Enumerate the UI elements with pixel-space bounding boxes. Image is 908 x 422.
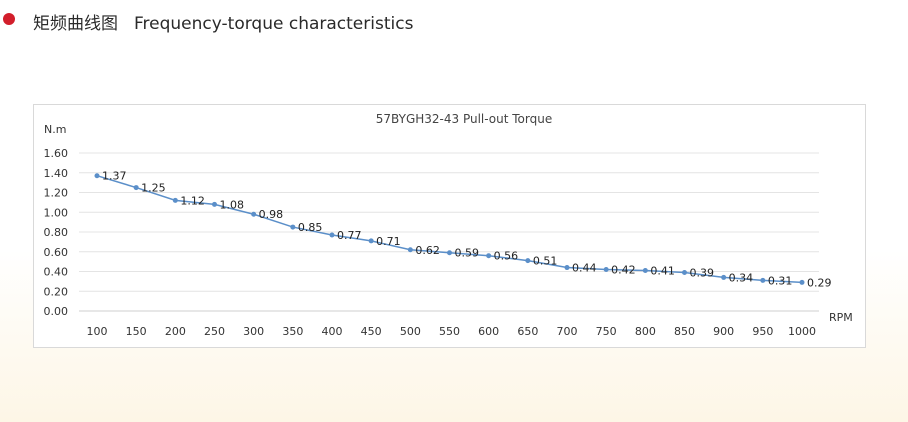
data-label: 0.59 <box>455 247 480 260</box>
data-point <box>486 253 492 259</box>
data-label: 0.98 <box>259 208 284 221</box>
data-point <box>368 238 374 244</box>
data-labels: 1.37 1.25 1.12 1.08 0.98 0.85 0.77 0.71 0.62 0.59… <box>102 170 832 290</box>
data-point <box>329 232 335 238</box>
data-label: 0.56 <box>494 250 518 263</box>
y-tick-label: 1.40 <box>44 167 69 180</box>
section-header: 矩频曲线图 Frequency-torque characteristics <box>0 0 908 44</box>
data-points <box>94 173 805 285</box>
chart-container: 57BYGH32-43 Pull-out Torque N.m RPM 0.00… <box>33 104 866 348</box>
data-point <box>603 267 609 273</box>
x-tick-label: 800 <box>635 325 656 338</box>
data-point <box>564 265 570 271</box>
x-tick-label: 700 <box>557 325 578 338</box>
x-tick-label: 750 <box>596 325 617 338</box>
data-label: 1.12 <box>180 194 205 207</box>
data-label: 0.44 <box>572 262 597 275</box>
y-tick-label: 1.00 <box>44 206 69 219</box>
x-tick-label: 950 <box>752 325 773 338</box>
data-point <box>447 250 452 256</box>
section-title-zh: 矩频曲线图 <box>33 14 118 34</box>
y-tick-label: 1.20 <box>44 187 69 200</box>
data-label: 0.71 <box>376 235 401 248</box>
y-tick-label: 0.40 <box>44 266 69 279</box>
data-point <box>290 224 296 230</box>
data-point <box>172 197 178 203</box>
x-tick-label: 300 <box>243 325 264 338</box>
y-tick-label: 0.60 <box>44 246 69 259</box>
data-point <box>407 247 413 253</box>
data-point <box>642 268 648 274</box>
bullet-icon <box>3 13 15 25</box>
x-tick-label: 600 <box>478 325 499 338</box>
x-tick-label: 250 <box>204 325 225 338</box>
data-label: 0.29 <box>807 276 832 289</box>
data-label: 1.37 <box>102 170 127 183</box>
x-tick-label: 1000 <box>788 325 816 338</box>
section-title-en: Frequency-torque characteristics <box>134 14 414 34</box>
x-tick-label: 350 <box>282 325 303 338</box>
data-label: 0.62 <box>415 244 440 257</box>
gridlines <box>79 152 819 312</box>
data-label: 0.77 <box>337 229 362 242</box>
x-tick-label: 850 <box>674 325 695 338</box>
x-tick-label: 900 <box>713 325 734 338</box>
x-tick-label: 450 <box>361 325 382 338</box>
data-point <box>251 211 257 217</box>
x-tick-labels: 100 150 200 250 300 350 400 450 500 550 600 650 700 7… <box>87 325 817 338</box>
x-tick-label: 400 <box>322 325 343 338</box>
y-axis-unit: N.m <box>44 123 66 136</box>
data-label: 0.31 <box>768 274 793 287</box>
data-point <box>94 173 100 179</box>
data-point <box>525 258 531 264</box>
data-label: 0.34 <box>729 271 754 284</box>
x-tick-label: 100 <box>87 325 108 338</box>
data-label: 0.41 <box>650 265 675 278</box>
y-tick-label: 0.80 <box>44 226 69 239</box>
x-tick-label: 500 <box>400 325 421 338</box>
data-label: 1.08 <box>220 198 245 211</box>
x-axis-unit: RPM <box>829 311 853 324</box>
y-tick-label: 0.00 <box>44 305 69 318</box>
section-title: 矩频曲线图 Frequency-torque characteristics <box>33 9 413 34</box>
x-tick-label: 150 <box>126 325 147 338</box>
y-tick-label: 0.20 <box>44 285 69 298</box>
data-label: 1.25 <box>141 182 166 195</box>
data-label: 0.51 <box>533 255 558 268</box>
x-tick-label: 200 <box>165 325 186 338</box>
y-tick-labels: 0.00 0.20 0.40 0.60 0.80 1.00 1.20 1.40 1.60 <box>44 147 69 318</box>
data-point <box>133 185 139 191</box>
data-point <box>682 269 687 275</box>
data-label: 0.85 <box>298 221 323 234</box>
x-tick-label: 650 <box>517 325 538 338</box>
data-label: 0.42 <box>611 264 636 277</box>
data-label: 0.39 <box>690 266 715 279</box>
data-point <box>799 279 805 285</box>
y-tick-label: 1.60 <box>44 147 69 160</box>
data-point <box>760 277 766 283</box>
data-point <box>721 274 727 280</box>
data-point <box>212 201 217 207</box>
chart-title: 57BYGH32-43 Pull-out Torque <box>376 112 552 126</box>
x-tick-label: 550 <box>439 325 460 338</box>
torque-chart: 57BYGH32-43 Pull-out Torque N.m RPM 0.00… <box>44 112 853 338</box>
